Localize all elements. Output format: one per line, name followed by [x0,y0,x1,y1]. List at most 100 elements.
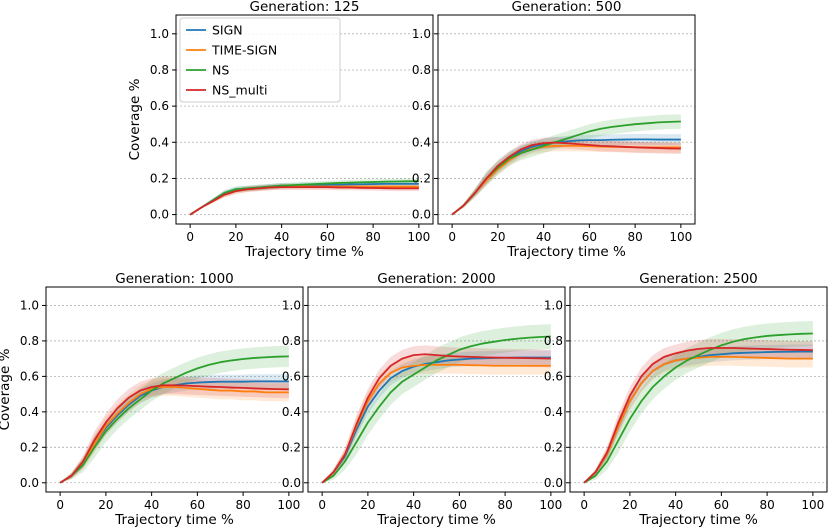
chart-panel-5: 0 20 40 60 80 100 0.0 0.2 0.4 0.6 0.8 1.0 Generation… [544,271,828,528]
y-tick-label: 0.8 [282,334,301,348]
series-band-ns-multi [584,339,813,483]
series-line-ns-multi [189,186,419,216]
y-tick-label: 0.0 [20,476,39,490]
legend: SIGN TIME-SIGN NS NS_multi [179,17,341,103]
x-tick-label: 0 [580,498,588,512]
legend-label-time-sign: TIME-SIGN [211,43,277,58]
chart-panel-4: 0 20 40 60 80 100 0.0 0.2 0.4 0.6 0.8 1.0 Generation… [282,271,566,528]
x-tick-label: 40 [144,498,159,512]
x-tick-label: 60 [582,230,597,244]
x-tick-label: 80 [235,498,250,512]
series-band-ns-multi [60,376,289,483]
x-tick-label: 60 [320,230,335,244]
x-tick-label: 20 [360,498,375,512]
x-axis-label: Trajectory time % [506,244,626,260]
y-tick-label: 1.0 [412,27,431,41]
x-tick-label: 80 [497,498,512,512]
y-tick-label: 0.0 [150,208,169,222]
x-tick-label: 80 [759,498,774,512]
series-line-ns [59,355,289,484]
x-tick-label: 100 [407,230,430,244]
y-tick-label: 0.8 [20,334,39,348]
y-axis-label: Coverage % [0,348,13,430]
chart-title: Generation: 1000 [115,271,234,287]
x-tick-label: 0 [186,230,194,244]
y-axis-label: Coverage % [127,78,143,160]
chart-panel-1: 0 20 40 60 80 100 0.0 0.2 0.4 0.6 0.8 1.0 Generation… [127,0,434,260]
series-line-time-sign [321,363,551,484]
x-tick-label: 80 [627,230,642,244]
series-band-sign [584,344,813,483]
x-tick-label: 20 [98,498,113,512]
series-line-ns-multi [583,347,813,484]
x-tick-label: 0 [56,498,64,512]
series-band-time-sign [322,355,551,483]
x-tick-label: 40 [668,498,683,512]
series-line-ns-multi [451,141,681,216]
plot-frame [175,14,434,225]
y-tick-label: 0.4 [20,405,39,419]
y-tick-label: 0.6 [412,99,431,113]
series-band-sign [452,133,681,215]
series-line-ns [189,180,419,216]
chart-title: Generation: 125 [250,0,360,15]
y-tick-label: 0.0 [412,208,431,222]
x-tick-label: 60 [714,498,729,512]
series-line-ns [321,335,551,484]
y-tick-label: 0.6 [544,369,563,383]
y-tick-label: 0.6 [20,369,39,383]
x-tick-label: 20 [228,230,243,244]
series-band-time-sign [584,348,813,483]
x-axis-label: Trajectory time % [638,512,758,528]
x-axis-label: Trajectory time % [376,512,496,528]
legend-box [179,17,341,103]
y-tick-label: 0.8 [412,63,431,77]
series-band-ns-multi [190,184,419,215]
plot-frame [437,14,696,225]
x-axis-label: Trajectory time % [114,512,234,528]
series-band-ns [452,114,681,215]
y-tick-label: 0.2 [544,440,563,454]
x-tick-label: 100 [801,498,824,512]
legend-label-sign: SIGN [212,23,243,38]
series-band-ns [190,178,419,215]
y-tick-label: 1.0 [282,298,301,312]
series-line-ns-multi [59,384,289,484]
y-tick-label: 0.2 [150,171,169,185]
y-tick-label: 0.4 [150,135,169,149]
y-tick-label: 1.0 [20,298,39,312]
chart-panel-3: 0 20 40 60 80 100 0.0 0.2 0.4 0.6 0.8 1.0 Generation… [0,271,304,528]
x-tick-label: 80 [365,230,380,244]
series-band-time-sign [190,183,419,215]
y-tick-label: 0.4 [412,135,431,149]
series-line-time-sign [59,386,289,484]
y-tick-label: 0.0 [544,476,563,490]
x-tick-label: 40 [274,230,289,244]
x-tick-label: 0 [318,498,326,512]
series-band-ns [584,321,813,483]
y-tick-label: 0.4 [544,405,563,419]
legend-label-ns: NS [212,63,229,78]
plot-frame [307,286,566,493]
y-tick-label: 0.2 [282,440,301,454]
x-tick-label: 60 [452,498,467,512]
chart-title: Generation: 2000 [377,271,496,287]
y-tick-label: 0.0 [282,476,301,490]
x-tick-label: 100 [277,498,300,512]
y-tick-label: 0.8 [544,334,563,348]
y-tick-label: 0.6 [150,99,169,113]
y-tick-label: 0.6 [282,369,301,383]
series-line-time-sign [583,355,813,484]
chart-title: Generation: 500 [512,0,622,15]
x-tick-label: 20 [622,498,637,512]
series-line-ns [583,332,813,484]
plot-frame [569,286,828,493]
series-band-ns [60,345,289,483]
y-tick-label: 0.8 [150,63,169,77]
y-tick-label: 0.4 [282,405,301,419]
x-tick-label: 100 [669,230,692,244]
series-line-time-sign [451,144,681,216]
y-tick-label: 0.2 [412,171,431,185]
x-tick-label: 20 [490,230,505,244]
